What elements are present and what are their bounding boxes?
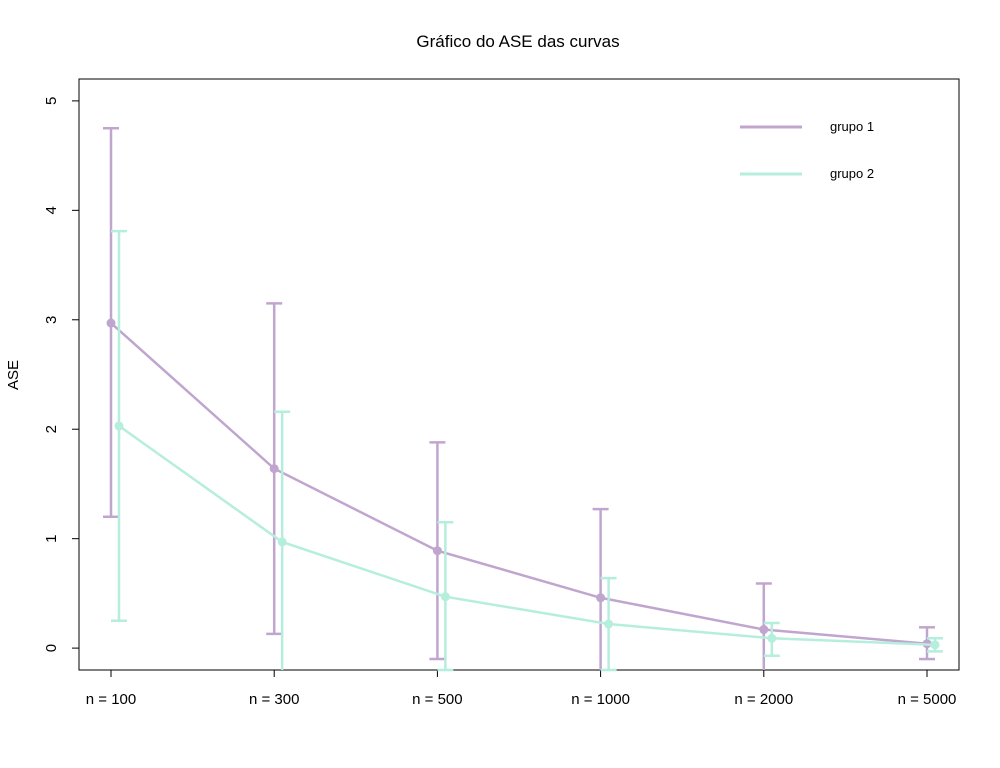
y-axis: 0 1 2 3 4 5 [43, 97, 80, 652]
data-point [269, 464, 279, 474]
legend-label: grupo 1 [830, 119, 874, 134]
y-tick-label: 0 [43, 644, 60, 652]
chart-title: Gráfico do ASE das curvas [416, 32, 619, 51]
series-1-line [110, 322, 928, 645]
x-tick-label: n = 300 [249, 691, 299, 708]
y-axis-label: ASE [5, 360, 22, 390]
x-axis: n = 100 n = 300 n = 500 n = 1000 n = 2000 n =… [86, 669, 957, 708]
plot-area-frame [78, 78, 960, 671]
series-2-line [118, 424, 936, 647]
legend: grupo 1 grupo 2 [740, 119, 874, 181]
y-tick-label: 1 [43, 534, 60, 542]
y-tick-label: 5 [43, 97, 60, 105]
series-2 [111, 229, 943, 672]
y-tick-label: 4 [43, 206, 60, 214]
data-point [277, 537, 287, 547]
data-point [596, 593, 606, 603]
data-point [759, 625, 769, 635]
data-point [106, 318, 116, 328]
data-point [114, 421, 124, 431]
series-1 [103, 127, 935, 670]
data-point [930, 640, 940, 650]
x-tick-label: n = 2000 [734, 691, 793, 708]
legend-label: grupo 2 [830, 166, 874, 181]
y-tick-label: 3 [43, 316, 60, 324]
x-tick-label: n = 500 [412, 691, 462, 708]
data-point [767, 633, 777, 643]
data-point [440, 592, 450, 602]
data-point [432, 546, 442, 556]
data-point [604, 619, 614, 629]
x-tick-label: n = 5000 [898, 691, 957, 708]
y-tick-label: 2 [43, 425, 60, 433]
series-layer [103, 127, 943, 672]
x-tick-label: n = 1000 [571, 691, 630, 708]
x-tick-label: n = 100 [86, 691, 136, 708]
